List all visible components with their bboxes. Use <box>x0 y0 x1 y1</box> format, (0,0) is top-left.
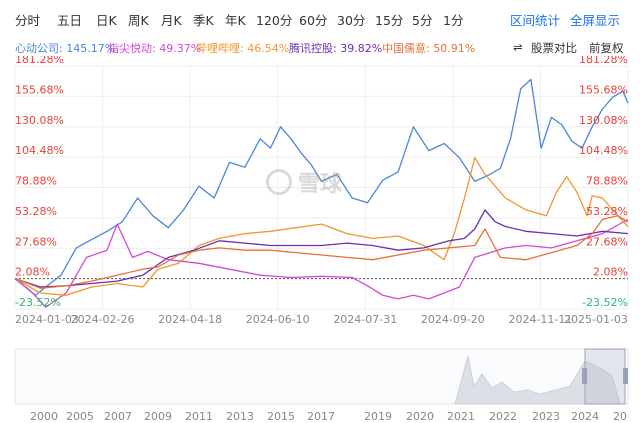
y-tick-left: 27.68% <box>15 235 57 248</box>
period-intraday[interactable]: 分时 <box>15 13 41 28</box>
navigator-year: 2007 <box>104 410 132 423</box>
x-tick-label: 2024-09-20 <box>421 313 485 326</box>
fullscreen-button[interactable]: 全屏显示 <box>570 13 621 28</box>
period-15min[interactable]: 15分 <box>375 13 404 28</box>
x-tick-label: 2024-01-03 <box>15 313 79 326</box>
y-tick-left: 53.28% <box>15 205 57 218</box>
compare-icon[interactable]: ⇌ <box>513 40 523 54</box>
navigator-year: 2022 <box>489 410 517 423</box>
period-toolbar: 分时 五日 日K 周K 月K 季K 年K 120分 60分 30分 15分 5分… <box>0 0 640 34</box>
range-navigator[interactable]: 2000 2005 2007 2009 2011 2013 2015 2017 2019 2020… <box>14 348 629 423</box>
navigator-year: 2019 <box>364 410 392 423</box>
x-tick-label: 2024-07-31 <box>333 313 397 326</box>
navigator-year: 2023 <box>532 410 560 423</box>
x-tick-label: 2024-04-18 <box>158 313 222 326</box>
series-line-1 <box>14 218 629 308</box>
period-quarterly[interactable]: 季K <box>193 13 214 28</box>
y-tick-left: 155.68% <box>15 83 64 96</box>
legend-item-zjyd: 指尖悦动: 49.37% <box>108 42 202 55</box>
y-tick-right: 181.28% <box>579 56 628 66</box>
adjust-label[interactable]: 前复权 <box>589 41 624 55</box>
navigator-year: 2015 <box>267 410 295 423</box>
y-tick-left: 104.48% <box>15 144 64 157</box>
x-tick-label: 2024-11-11 <box>508 313 572 326</box>
series-line-2 <box>14 157 629 296</box>
watermark-text: 雪球 <box>298 172 343 197</box>
legend-item-ruyi: 中国儒意: 50.91% <box>382 42 476 55</box>
period-5min[interactable]: 5分 <box>412 13 433 28</box>
navigator-year: 2020 <box>406 410 434 423</box>
period-30min[interactable]: 30分 <box>337 13 366 28</box>
period-120min[interactable]: 120分 <box>256 13 293 28</box>
navigator-year: 2024 <box>571 410 599 423</box>
legend-item-xd: 心动公司: 145.17% <box>15 42 116 55</box>
series-layer <box>14 78 629 308</box>
navigator-year: 2013 <box>226 410 254 423</box>
legend-item-bilibili: 哔哩哔哩: 46.54% <box>196 42 290 55</box>
y-tick-left: 78.88% <box>15 175 57 188</box>
chart-canvas[interactable]: 181.28% 181.28% 155.68% 155.68% 130.08% 130.0… <box>0 56 640 423</box>
period-60min[interactable]: 60分 <box>299 13 328 28</box>
period-5day[interactable]: 五日 <box>57 13 83 28</box>
snowball-logo-icon <box>266 169 292 195</box>
period-1min[interactable]: 1分 <box>443 13 464 28</box>
interval-stats-button[interactable]: 区间统计 <box>510 13 561 28</box>
y-tick-right: 155.68% <box>579 83 628 96</box>
y-tick-right: -23.52% <box>582 296 628 309</box>
y-tick-right: 53.28% <box>586 205 628 218</box>
axis-ticks: 181.28% 181.28% 155.68% 155.68% 130.08% 130.0… <box>15 56 628 326</box>
navigator-handle-left <box>582 368 587 384</box>
y-tick-right: 27.68% <box>586 235 628 248</box>
navigator-area <box>454 355 621 405</box>
series-line-3 <box>14 209 629 288</box>
navigator-handle-right <box>623 368 628 384</box>
navigator-selection <box>584 348 626 405</box>
series-line-4 <box>14 215 629 289</box>
y-tick-right: 2.08% <box>593 266 628 279</box>
navigator-year: 2017 <box>307 410 335 423</box>
compare-button[interactable]: 股票对比 <box>531 41 577 55</box>
x-tick-label: 2024-06-10 <box>246 313 310 326</box>
x-tick-label: 2025-01-03 <box>564 313 628 326</box>
period-daily[interactable]: 日K <box>96 13 117 28</box>
period-yearly[interactable]: 年K <box>225 13 246 28</box>
y-tick-right: 78.88% <box>586 175 628 188</box>
y-tick-right: 130.08% <box>579 114 628 127</box>
legend-item-tencent: 腾讯控股: 39.82% <box>289 42 383 55</box>
navigator-year: 20 <box>613 410 627 423</box>
period-monthly[interactable]: 月K <box>161 13 182 28</box>
navigator-year: 2021 <box>447 410 475 423</box>
navigator-year: 2011 <box>185 410 213 423</box>
series-line-0 <box>14 78 629 296</box>
navigator-year: 2005 <box>66 410 94 423</box>
y-tick-left: 2.08% <box>15 266 50 279</box>
navigator-year: 2000 <box>30 410 58 423</box>
y-tick-left: 130.08% <box>15 114 64 127</box>
period-weekly[interactable]: 周K <box>128 13 149 28</box>
y-tick-left: -23.52% <box>15 296 61 309</box>
y-tick-left: 181.28% <box>15 56 64 66</box>
navigator-year: 2009 <box>144 410 172 423</box>
watermark: 雪球 <box>266 166 342 198</box>
x-tick-label: 2024-02-26 <box>71 313 135 326</box>
y-tick-right: 104.48% <box>579 144 628 157</box>
legend: 心动公司: 145.17% 指尖悦动: 49.37% 哔哩哔哩: 46.54% … <box>0 40 640 60</box>
